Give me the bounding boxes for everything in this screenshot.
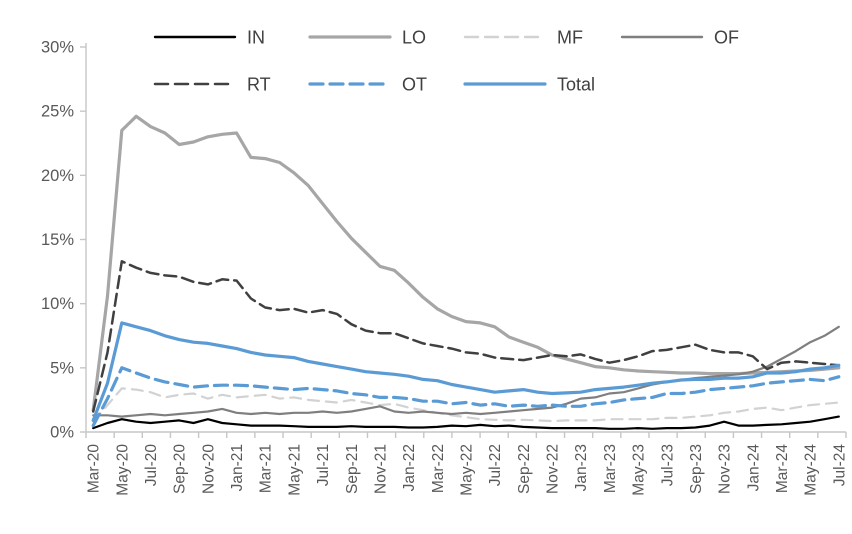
x-axis-label: Sep-20 [172,444,189,494]
x-axis-label: May-21 [286,444,303,496]
y-axis-label: 10% [41,295,74,313]
x-axis-label: Jan-22 [401,444,418,491]
x-axis-label: Sep-21 [344,444,361,494]
legend-label-LO: LO [402,28,426,48]
legend-label-RT: RT [247,75,271,95]
y-axis-label: 25% [41,103,74,121]
series-line-IN [92,415,840,430]
legend-label-OF: OF [714,28,739,48]
x-axis-label: Mar-22 [430,444,447,493]
x-axis-label: Jul-20 [143,444,160,487]
x-axis-label: Nov-22 [545,444,562,494]
y-axis-label: 0% [50,424,74,442]
x-axis-label: Mar-23 [602,444,619,493]
series-line-MF [92,387,840,423]
legend-label-MF: MF [557,28,583,48]
series-line-RT [91,260,841,413]
x-axis-label: Jan-24 [745,444,762,492]
x-axis-label: May-22 [459,444,476,496]
legend-label-IN: IN [247,28,265,48]
x-axis-label: May-24 [803,444,820,496]
x-axis-label: Mar-21 [258,444,275,493]
x-axis-label: Jul-21 [315,444,332,486]
x-axis-label: Mar-24 [774,444,791,493]
y-axis-label: 5% [50,359,74,377]
y-axis-label: 20% [41,167,74,185]
series-line-Total [91,321,841,422]
legend-label-OT: OT [402,75,427,95]
series-line-OF [92,325,840,418]
x-axis-label: Jul-24 [831,444,848,487]
x-axis-label: Jul-22 [487,444,504,486]
x-axis-label: Nov-20 [200,444,217,494]
x-axis-label: Jul-23 [659,444,676,486]
y-axis-label: 15% [41,231,74,249]
x-axis-label: Sep-23 [688,444,705,494]
x-axis-label: Nov-23 [717,444,734,494]
x-axis-label: May-23 [631,444,648,496]
series-line-LO [91,114,841,412]
legend-label-Total: Total [557,75,595,95]
x-axis-label: Jan-23 [573,444,590,491]
x-axis-label: May-20 [114,444,131,496]
x-axis-label: Jan-21 [229,444,246,491]
x-axis-label: Mar-20 [86,444,103,493]
y-axis-label: 30% [41,39,74,57]
x-axis-label: Nov-21 [372,444,389,494]
series-line-OT [91,366,841,428]
x-axis-label: Sep-22 [516,444,533,494]
